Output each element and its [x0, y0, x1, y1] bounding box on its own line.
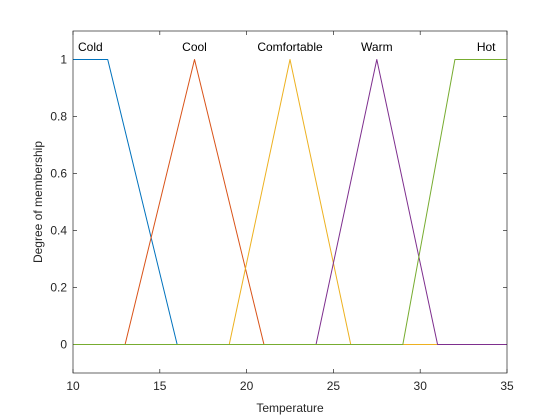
series-line-cold	[73, 59, 507, 345]
y-tick-label: 1	[60, 53, 67, 67]
series-line-comfortable	[73, 59, 507, 345]
y-tick-label: 0	[60, 338, 67, 352]
lines-layer	[73, 59, 507, 345]
x-tick-label: 20	[240, 379, 254, 393]
series-label-hot: Hot	[477, 40, 496, 54]
y-tick-label: 0.6	[50, 167, 67, 181]
y-tick-label: 0.2	[50, 281, 67, 295]
y-axis-title: Degree of membership	[31, 141, 45, 263]
x-tick-label: 15	[153, 379, 167, 393]
x-tick-label: 25	[327, 379, 341, 393]
ticks-layer: 10 15 20 25 30 35 0 0.2 0.4 0.6 0.8 1	[50, 31, 514, 393]
series-label-comfortable: Comfortable	[257, 40, 323, 54]
series-line-cool	[73, 59, 507, 345]
x-tick-label: 30	[414, 379, 428, 393]
series-label-cold: Cold	[78, 40, 103, 54]
y-tick-label: 0.4	[50, 224, 67, 238]
y-tick-label: 0.8	[50, 110, 67, 124]
series-line-warm	[73, 59, 507, 345]
axes-box	[72, 30, 508, 374]
series-line-hot	[73, 59, 507, 345]
series-label-cool: Cool	[182, 40, 207, 54]
x-axis-title: Temperature	[256, 401, 324, 415]
mf-labels-layer: Cold Cool Comfortable Warm Hot	[78, 40, 496, 54]
series-label-warm: Warm	[361, 40, 393, 54]
x-tick-label: 35	[500, 379, 514, 393]
x-tick-label: 10	[66, 379, 80, 393]
